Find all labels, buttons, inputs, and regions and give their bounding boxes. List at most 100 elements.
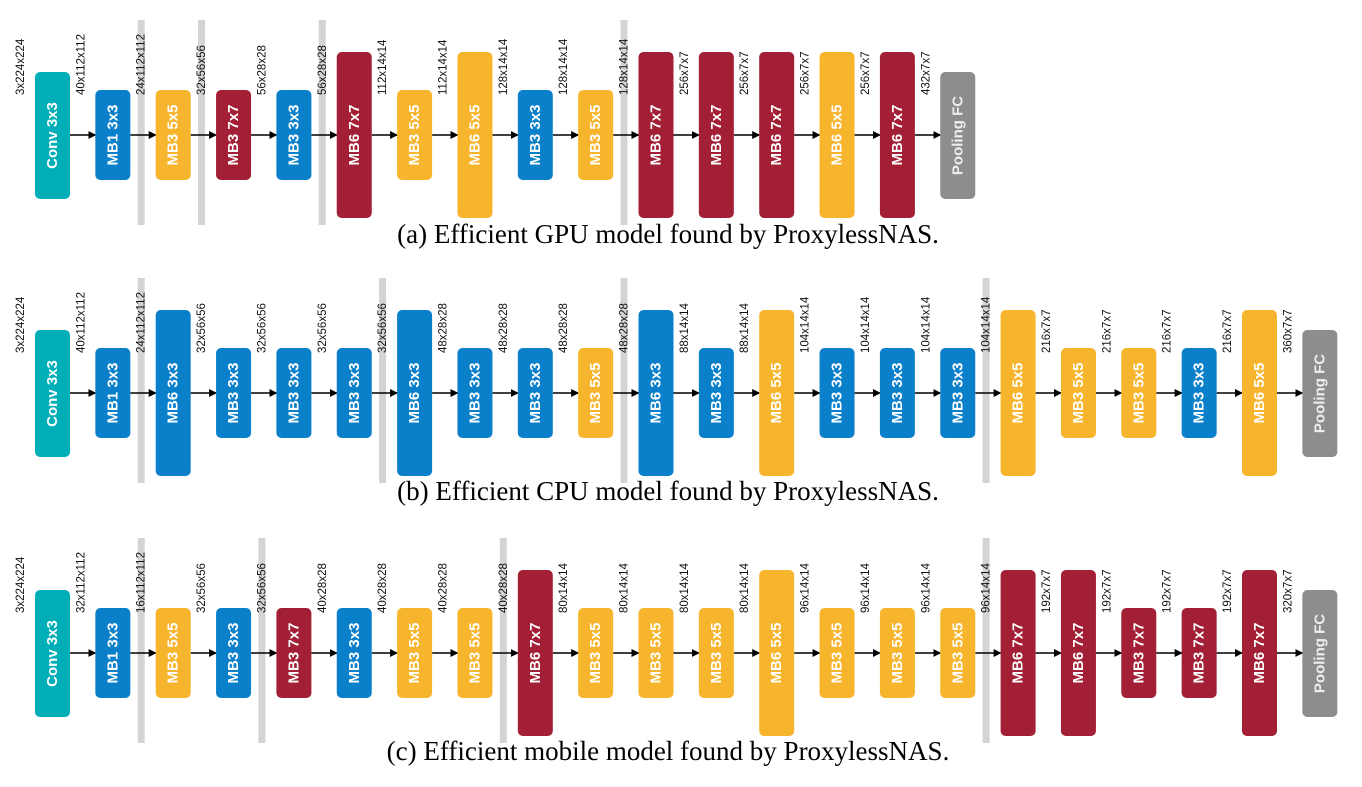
block-label: MB6 7x7 (527, 623, 544, 684)
block-shape (879, 608, 915, 698)
block-shape (336, 52, 372, 218)
tensor-shape-label: 48x28x28 (619, 303, 631, 353)
block-shape (517, 570, 553, 736)
block-label: MB3 3x3 (466, 363, 483, 424)
block-shape (940, 608, 976, 698)
block-blue: MB3 3x3 (879, 348, 915, 438)
tensor-shape-label: 128x14x14 (558, 38, 570, 95)
block-blue: MB1 3x3 (95, 348, 131, 438)
stage-boundary-bar (379, 278, 387, 483)
block-label: MB3 5x5 (587, 363, 604, 424)
block-label: MB3 5x5 (406, 623, 423, 684)
tensor-shape-label: 216x7x7 (1162, 310, 1174, 353)
stage-boundary-bar (258, 538, 266, 743)
block-label: MB6 7x7 (768, 105, 785, 166)
block-label: MB3 3x3 (225, 623, 242, 684)
block-label: MB3 3x3 (889, 363, 906, 424)
block-label: MB3 5x5 (889, 623, 906, 684)
block-shape (1181, 348, 1217, 438)
tensor-shape-label: 80x14x14 (739, 563, 751, 613)
tensor-shape-label: 128x14x14 (619, 38, 631, 95)
tensor-shape-label: 216x7x7 (1041, 310, 1053, 353)
architecture-row-b: Conv 3x3 MB1 3x3 MB6 3x3 MB3 3x3 MB3 3x3 MB3 … (15, 278, 1338, 506)
block-label: MB6 7x7 (1010, 623, 1027, 684)
block-label: MB1 3x3 (104, 623, 121, 684)
block-blue: MB1 3x3 (95, 90, 131, 180)
tensor-shape-label: 48x28x28 (558, 303, 570, 353)
block-shape (1302, 330, 1338, 457)
block-shape (155, 608, 191, 698)
block-shape (1242, 570, 1277, 736)
block-label: Conv 3x3 (44, 102, 61, 169)
stage-boundary-bar (318, 20, 326, 225)
tensor-shape-label: 40x112x112 (75, 292, 87, 353)
block-label: MB3 5x5 (829, 623, 846, 684)
tensor-shape-label: 256x7x7 (739, 52, 751, 95)
block-shape (397, 90, 433, 180)
block-label: MB3 3x3 (225, 363, 242, 424)
block-label: MB3 7x7 (225, 105, 242, 166)
block-conv: Conv 3x3 (35, 330, 70, 457)
block-label: MB6 7x7 (1070, 623, 1087, 684)
block-shape (457, 348, 493, 438)
block-shape (759, 570, 795, 736)
tensor-shape-label: 40x28x28 (437, 563, 449, 613)
block-shape (457, 608, 493, 698)
block-shape (638, 310, 674, 476)
block-label: MB3 5x5 (165, 623, 182, 684)
stage-boundary-bar (620, 20, 628, 225)
block-pool: Pooling FC (1302, 330, 1338, 457)
block-conv: Conv 3x3 (35, 72, 70, 199)
block-blue: MB6 3x3 (638, 310, 674, 476)
row-caption: (a) Efficient GPU model found by Proxyle… (397, 219, 939, 249)
stage-boundary-bar (137, 278, 145, 483)
block-label: MB6 7x7 (1251, 623, 1268, 684)
block-blue: MB3 3x3 (517, 348, 553, 438)
block-yellow: MB3 5x5 (578, 348, 614, 438)
block-label: Conv 3x3 (44, 620, 61, 687)
block-blue: MB1 3x3 (95, 608, 131, 698)
tensor-shape-label: 40x112x112 (75, 34, 87, 95)
tensor-shape-label: 320x7x7 (1282, 570, 1294, 613)
block-blue: MB3 3x3 (698, 348, 734, 438)
block-yellow: MB3 5x5 (940, 608, 976, 698)
block-shape (759, 310, 795, 476)
block-label: MB6 5x5 (829, 105, 846, 166)
stage-boundary-bar (137, 538, 145, 743)
block-blue: MB3 3x3 (216, 348, 252, 438)
tensor-shape-label: 32x56x56 (256, 563, 268, 613)
block-shape (578, 608, 614, 698)
block-blue: MB3 3x3 (276, 348, 312, 438)
tensor-shape-label: 256x7x7 (679, 52, 691, 95)
block-shape (336, 348, 372, 438)
block-label: MB6 3x3 (648, 363, 665, 424)
row-caption: (b) Efficient CPU model found by Proxyle… (397, 476, 939, 506)
block-yellow: MB6 5x5 (759, 310, 795, 476)
tensor-shape-label: 192x7x7 (1101, 570, 1113, 613)
block-shape (698, 608, 734, 698)
block-red: MB3 7x7 (1121, 608, 1157, 698)
block-red: MB6 7x7 (879, 52, 915, 218)
block-shape (457, 52, 493, 218)
block-label: MB3 3x3 (829, 363, 846, 424)
block-label: MB6 5x5 (1251, 363, 1268, 424)
block-red: MB3 7x7 (216, 90, 252, 180)
block-shape (698, 52, 734, 218)
tensor-shape-label: 104x14x14 (800, 296, 812, 353)
block-yellow: MB3 5x5 (155, 90, 191, 180)
block-yellow: MB3 5x5 (698, 608, 734, 698)
block-label: MB3 3x3 (708, 363, 725, 424)
tensor-shape-label: 56x28x28 (256, 45, 268, 95)
block-shape (216, 90, 252, 180)
tensor-shape-label: 48x28x28 (498, 303, 510, 353)
block-yellow: MB6 5x5 (457, 52, 493, 218)
block-shape (397, 310, 433, 476)
tensor-shape-label: 432x7x7 (920, 52, 932, 95)
block-shape (759, 52, 795, 218)
block-label: MB3 5x5 (708, 623, 725, 684)
row-caption: (c) Efficient mobile model found by Prox… (387, 736, 950, 766)
block-yellow: MB3 5x5 (578, 608, 614, 698)
tensor-shape-label: 96x14x14 (920, 563, 932, 613)
block-blue: MB3 3x3 (216, 608, 252, 698)
block-shape (95, 348, 131, 438)
